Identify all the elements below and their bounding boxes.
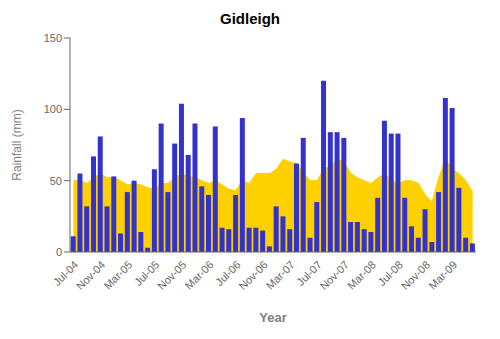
svg-text:Jul-04: Jul-04: [50, 258, 81, 289]
svg-text:Jul-06: Jul-06: [213, 258, 243, 289]
svg-text:0: 0: [56, 246, 62, 258]
svg-text:150: 150: [44, 32, 62, 44]
svg-text:Nov-08: Nov-08: [399, 258, 433, 292]
svg-text:50: 50: [50, 175, 62, 187]
svg-text:Rainfall (mm): Rainfall (mm): [10, 109, 24, 180]
svg-text:Nov-04: Nov-04: [74, 258, 108, 292]
svg-text:Year: Year: [259, 310, 286, 325]
svg-text:Jul-05: Jul-05: [131, 258, 162, 289]
svg-text:Nov-07: Nov-07: [317, 258, 351, 292]
svg-text:Mar-06: Mar-06: [183, 258, 216, 291]
svg-text:Nov-05: Nov-05: [155, 258, 189, 292]
svg-text:100: 100: [44, 103, 62, 115]
svg-text:Jul-07: Jul-07: [294, 258, 324, 289]
svg-text:Mar-05: Mar-05: [101, 258, 134, 291]
svg-text:Nov-06: Nov-06: [236, 258, 270, 292]
svg-text:Mar-09: Mar-09: [426, 258, 459, 291]
svg-text:Mar-07: Mar-07: [264, 258, 297, 291]
html-text:Gidleigh: Gidleigh: [220, 10, 280, 27]
svg-text:Mar-08: Mar-08: [345, 258, 378, 291]
svg-text:Jul-08: Jul-08: [375, 258, 406, 289]
